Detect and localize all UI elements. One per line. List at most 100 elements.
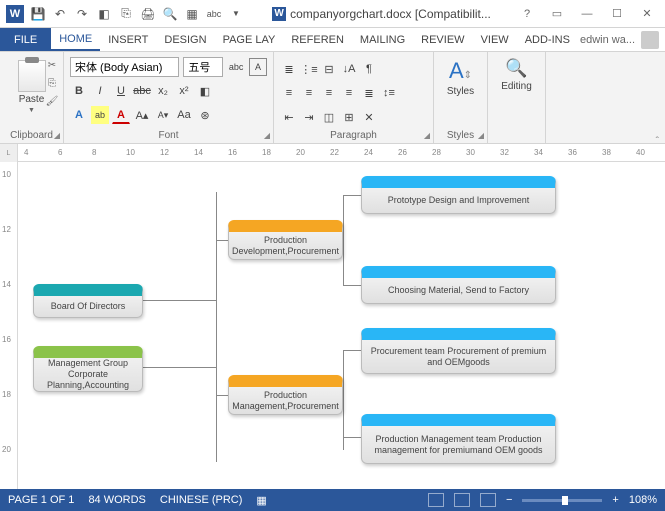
subscript-button[interactable]: x₂ (154, 82, 172, 100)
asian-icon[interactable]: ✕ (360, 108, 378, 126)
tab-view[interactable]: VIEW (473, 28, 517, 51)
borders-icon[interactable]: ⊞ (340, 108, 358, 126)
numbering-icon[interactable]: ⋮≡ (300, 60, 318, 78)
status-page[interactable]: PAGE 1 OF 1 (8, 494, 74, 506)
spell-icon[interactable]: abc (206, 6, 222, 22)
ruler-h-tick: 10 (126, 148, 135, 157)
close-icon[interactable]: ✕ (633, 4, 661, 24)
sort-icon[interactable]: ↓A (340, 60, 358, 78)
indent-inc-icon[interactable]: ⇥ (300, 108, 318, 126)
clipboard-dialog-icon[interactable]: ◢ (54, 131, 60, 140)
phonetic-icon[interactable]: A (249, 58, 267, 76)
zoom-value[interactable]: 108% (629, 494, 657, 506)
ribbon-tabs: FILE HOME INSERT DESIGN PAGE LAY REFEREN… (0, 28, 665, 52)
window-title: W companyorgchart.docx [Compatibilit... (250, 7, 513, 21)
linespace-icon[interactable]: ↕≡ (380, 84, 398, 102)
zoom-in-icon[interactable]: + (612, 494, 618, 506)
maximize-icon[interactable]: ☐ (603, 4, 631, 24)
node-board[interactable]: Board Of Directors (33, 284, 143, 318)
tab-home[interactable]: HOME (51, 28, 100, 51)
shading-icon[interactable]: ◫ (320, 108, 338, 126)
undo-icon[interactable]: ↶ (52, 6, 68, 22)
justify-icon[interactable]: ≡ (340, 84, 358, 102)
indent-dec-icon[interactable]: ⇤ (280, 108, 298, 126)
node-proto[interactable]: Prototype Design and Improvement (361, 176, 556, 214)
styles-icon[interactable]: A⇕ (449, 58, 472, 84)
ruler-h-tick: 36 (568, 148, 577, 157)
node-procteam[interactable]: Procurement team Procurement of premium … (361, 328, 556, 374)
italic-button[interactable]: I (91, 82, 109, 100)
ribbon-options-icon[interactable]: ▭ (543, 4, 571, 24)
view-print-icon[interactable] (454, 493, 470, 507)
redo-icon[interactable]: ↷ (74, 6, 90, 22)
tab-addins[interactable]: ADD-INS (517, 28, 578, 51)
zoom-slider[interactable] (522, 499, 602, 502)
eraser-icon[interactable]: ◧ (196, 82, 214, 100)
qat-icon-1[interactable]: ◧ (96, 6, 112, 22)
grow-font-icon[interactable]: A▴ (133, 106, 151, 124)
tab-review[interactable]: REVIEW (413, 28, 472, 51)
styles-dialog-icon[interactable]: ◢ (478, 131, 484, 140)
font-size-select[interactable]: 五号 (183, 57, 223, 77)
ruler-v-tick: 16 (2, 335, 11, 344)
status-words[interactable]: 84 WORDS (88, 494, 145, 506)
align-center-icon[interactable]: ≡ (300, 84, 318, 102)
change-case-icon[interactable]: Aa (175, 106, 193, 124)
qat-icon-4[interactable]: ▦ (184, 6, 200, 22)
qat-more-icon[interactable]: ▼ (228, 6, 244, 22)
node-mgmt[interactable]: Management Group Corporate Planning,Acco… (33, 346, 143, 392)
bullets-icon[interactable]: ≣ (280, 60, 298, 78)
tab-design[interactable]: DESIGN (156, 28, 214, 51)
tab-pagelayout[interactable]: PAGE LAY (215, 28, 284, 51)
tab-insert[interactable]: INSERT (100, 28, 156, 51)
view-read-icon[interactable] (428, 493, 444, 507)
multilevel-icon[interactable]: ⊟ (320, 60, 338, 78)
group-font: 宋体 (Body Asian) 五号 abc A B I U abc x₂ x²… (64, 52, 274, 143)
node-prodmgmt[interactable]: Production Management,Procurement (228, 375, 343, 415)
font-dialog-icon[interactable]: ◢ (264, 131, 270, 140)
align-left-icon[interactable]: ≡ (280, 84, 298, 102)
qat-icon-3[interactable]: 🔍 (162, 6, 178, 22)
tab-file[interactable]: FILE (0, 28, 51, 51)
minimize-icon[interactable]: — (573, 4, 601, 24)
find-icon[interactable]: 🔍 (505, 58, 527, 79)
node-material[interactable]: Choosing Material, Send to Factory (361, 266, 556, 304)
font-name-select[interactable]: 宋体 (Body Asian) (70, 57, 179, 77)
node-proddev[interactable]: Production Development,Procurement (228, 220, 343, 260)
bold-button[interactable]: B (70, 82, 88, 100)
strike-button[interactable]: abc (133, 82, 151, 100)
distribute-icon[interactable]: ≣ (360, 84, 378, 102)
clear-format-icon[interactable]: abc (227, 58, 245, 76)
ruler-vertical[interactable]: 101214161820 (0, 162, 18, 489)
font-color-icon[interactable]: A (112, 106, 130, 124)
highlight-icon[interactable]: ab (91, 106, 109, 124)
node-pmteam[interactable]: Production Management team Production ma… (361, 414, 556, 464)
ruler-h-tick: 24 (364, 148, 373, 157)
styles-button-label: Styles (447, 86, 474, 97)
paste-label: Paste (19, 94, 45, 105)
help-icon[interactable]: ? (513, 4, 541, 24)
copy-icon[interactable]: ⎘ (45, 76, 59, 90)
user-name[interactable]: edwin wa... (580, 34, 635, 46)
status-lang[interactable]: CHINESE (PRC) (160, 494, 243, 506)
ruler-horizontal[interactable]: L 46810121416182022242628303234363840 (0, 144, 665, 162)
cut-icon[interactable]: ✂ (45, 58, 59, 72)
user-avatar-icon[interactable] (641, 31, 659, 49)
enclose-icon[interactable]: ⊛ (196, 106, 214, 124)
text-effect-icon[interactable]: A (70, 106, 88, 124)
tab-references[interactable]: REFEREN (283, 28, 352, 51)
tab-mailings[interactable]: MAILING (352, 28, 413, 51)
save-icon[interactable]: 💾 (30, 6, 46, 22)
status-macro-icon[interactable]: ▦ (256, 494, 266, 507)
paragraph-dialog-icon[interactable]: ◢ (424, 131, 430, 140)
print-icon[interactable]: 🖨 (140, 6, 156, 22)
format-painter-icon[interactable]: 🖌 (45, 94, 59, 108)
showmarks-icon[interactable]: ¶ (360, 60, 378, 78)
superscript-button[interactable]: x² (175, 82, 193, 100)
underline-button[interactable]: U (112, 82, 130, 100)
view-web-icon[interactable] (480, 493, 496, 507)
zoom-out-icon[interactable]: − (506, 494, 512, 506)
qat-icon-2[interactable]: ⎘ (118, 6, 134, 22)
shrink-font-icon[interactable]: A▾ (154, 106, 172, 124)
align-right-icon[interactable]: ≡ (320, 84, 338, 102)
